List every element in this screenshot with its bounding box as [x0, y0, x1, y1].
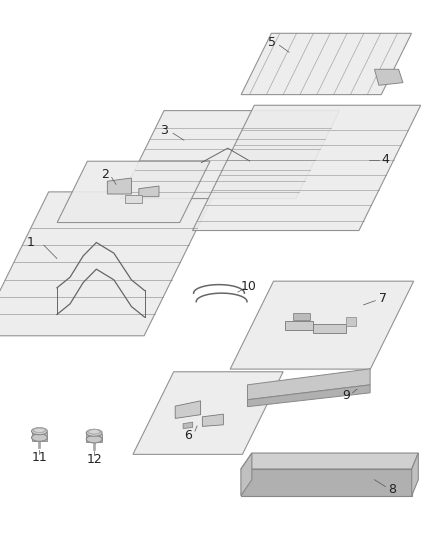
Bar — [125, 195, 142, 203]
Polygon shape — [175, 401, 201, 418]
Polygon shape — [107, 178, 131, 194]
Text: 11: 11 — [32, 451, 47, 464]
Polygon shape — [241, 453, 252, 496]
Polygon shape — [202, 414, 223, 426]
Polygon shape — [241, 453, 418, 469]
Ellipse shape — [86, 430, 102, 436]
Polygon shape — [183, 422, 193, 429]
Polygon shape — [32, 432, 47, 441]
Text: 7: 7 — [379, 292, 387, 305]
Polygon shape — [230, 281, 413, 369]
Text: 4: 4 — [381, 154, 389, 166]
Ellipse shape — [32, 434, 47, 441]
Polygon shape — [247, 385, 370, 407]
Polygon shape — [374, 69, 403, 85]
Text: 9: 9 — [342, 389, 350, 402]
Text: 3: 3 — [160, 124, 168, 137]
Polygon shape — [133, 372, 283, 454]
Text: 10: 10 — [241, 280, 257, 293]
Polygon shape — [412, 453, 418, 496]
Polygon shape — [57, 161, 210, 223]
Ellipse shape — [86, 435, 102, 443]
Polygon shape — [0, 192, 215, 336]
Bar — [285, 321, 313, 330]
Polygon shape — [139, 186, 159, 197]
Ellipse shape — [32, 427, 47, 435]
Polygon shape — [241, 33, 411, 95]
Polygon shape — [241, 469, 412, 496]
Bar — [313, 324, 346, 333]
Polygon shape — [86, 434, 102, 442]
Bar — [346, 317, 356, 326]
Text: 6: 6 — [184, 429, 192, 442]
Text: 12: 12 — [86, 453, 102, 466]
Polygon shape — [247, 369, 370, 400]
Text: 2: 2 — [101, 168, 109, 181]
Text: 5: 5 — [268, 36, 276, 49]
Polygon shape — [193, 106, 420, 230]
Text: 1: 1 — [27, 236, 35, 249]
Bar — [293, 313, 310, 320]
Text: 8: 8 — [388, 483, 396, 496]
Polygon shape — [121, 111, 339, 199]
